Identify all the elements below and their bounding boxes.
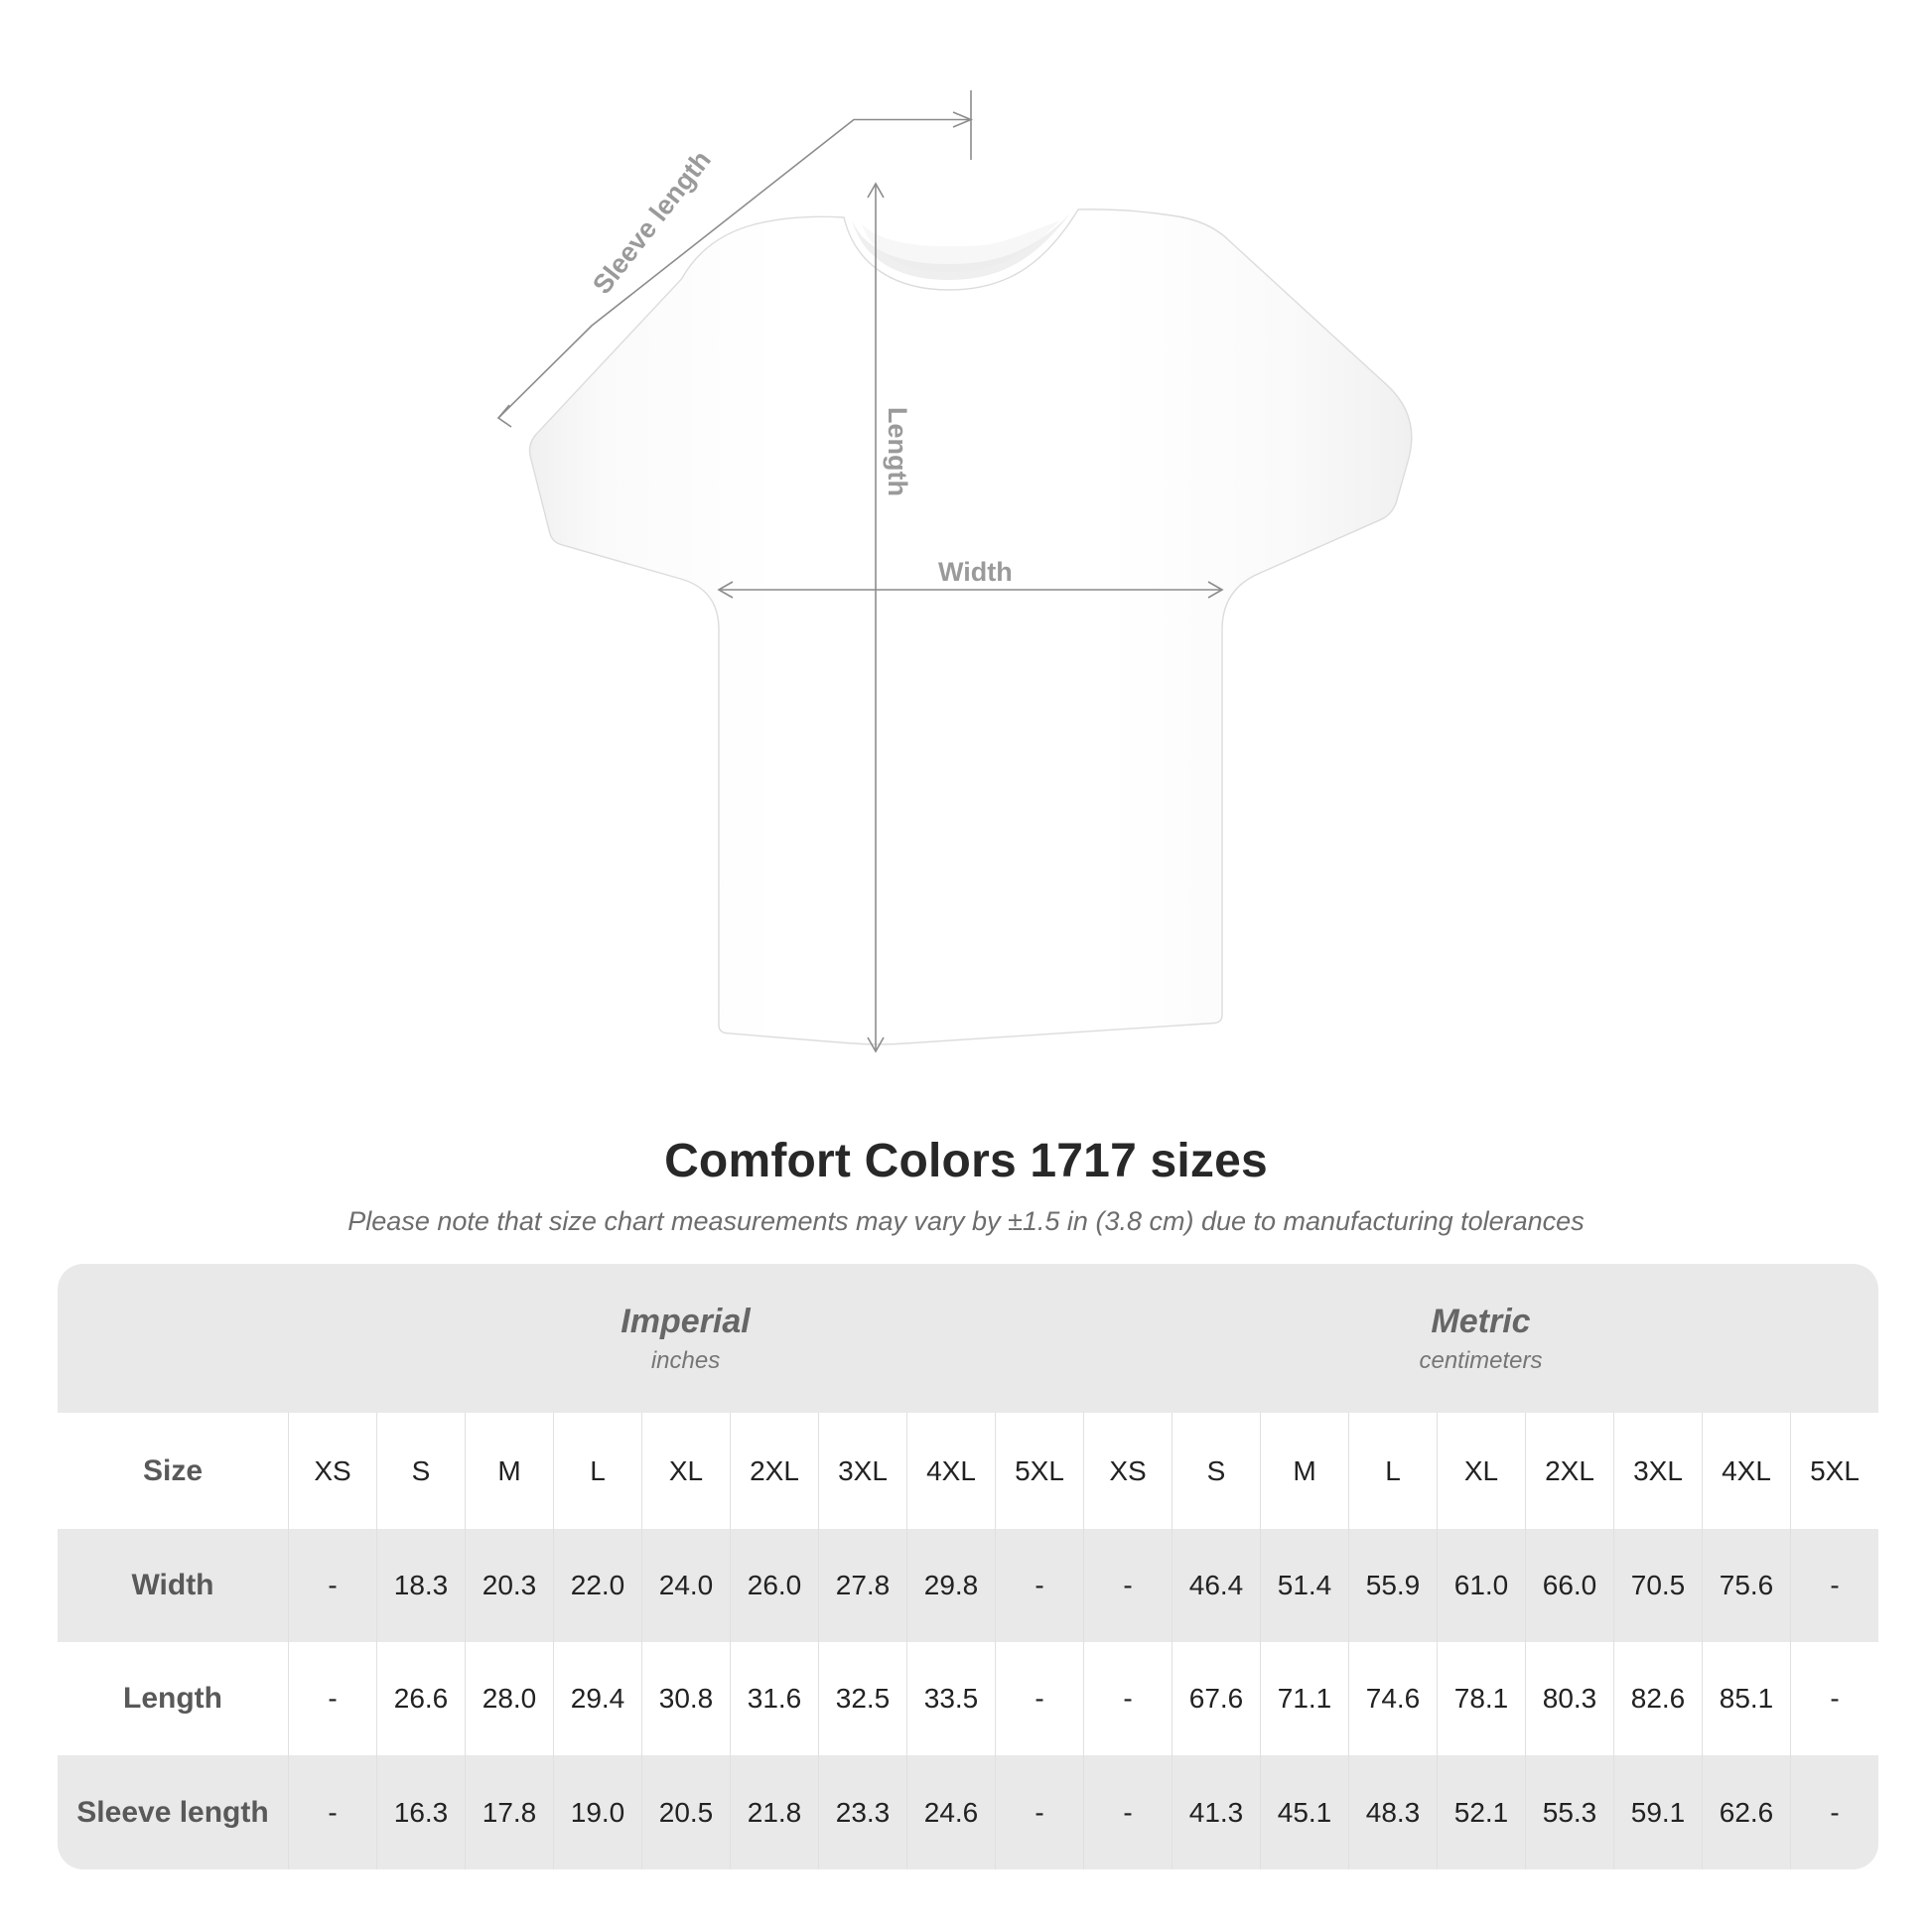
- svg-text:Width: Width: [938, 557, 1013, 587]
- svg-text:Length: Length: [883, 407, 912, 496]
